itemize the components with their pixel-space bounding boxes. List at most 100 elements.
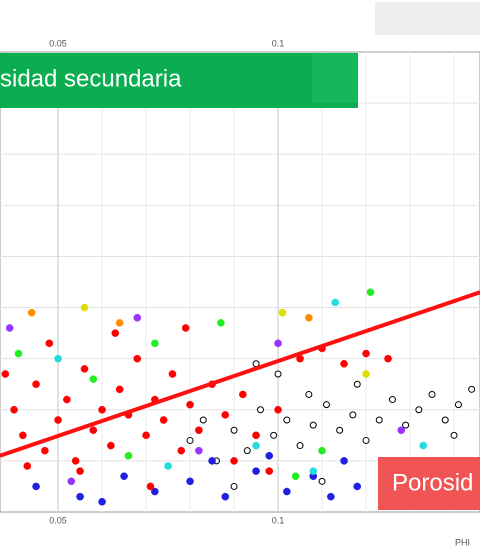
overlay: sidad secundaria Porosid xyxy=(0,53,480,510)
point xyxy=(76,467,84,475)
x-tick-label: 0.05 xyxy=(49,515,67,525)
point xyxy=(5,324,14,332)
point xyxy=(186,436,194,444)
point xyxy=(98,405,106,414)
point xyxy=(450,431,458,439)
point xyxy=(305,313,313,322)
toolbar-area xyxy=(375,2,480,35)
point xyxy=(283,487,291,496)
point xyxy=(115,319,124,327)
point xyxy=(243,447,251,455)
point xyxy=(54,354,62,363)
point xyxy=(415,406,423,414)
point xyxy=(305,390,313,398)
point xyxy=(291,472,300,481)
x-tick-label: 0.1 xyxy=(272,515,285,525)
point xyxy=(41,446,49,455)
point xyxy=(318,477,326,485)
point xyxy=(115,385,124,394)
point xyxy=(186,477,194,486)
point xyxy=(67,477,76,486)
point xyxy=(27,308,36,317)
point xyxy=(10,405,18,414)
point xyxy=(256,406,264,414)
point xyxy=(265,467,274,475)
point xyxy=(265,451,274,460)
point xyxy=(195,446,203,455)
point xyxy=(270,431,278,439)
point xyxy=(19,431,27,440)
marks xyxy=(1,288,476,506)
point xyxy=(375,416,383,424)
point xyxy=(32,380,40,389)
annotation-box xyxy=(378,457,480,510)
point xyxy=(32,482,40,491)
point xyxy=(142,431,150,440)
point xyxy=(107,441,115,450)
point xyxy=(23,462,32,470)
point xyxy=(63,395,71,404)
point xyxy=(230,426,238,434)
point xyxy=(384,354,392,363)
point xyxy=(221,411,230,419)
annotation-box-shade xyxy=(312,53,358,103)
point xyxy=(362,370,370,378)
point xyxy=(89,375,98,383)
point xyxy=(168,370,177,378)
point xyxy=(468,385,476,393)
point xyxy=(124,451,133,460)
point xyxy=(309,421,317,429)
annotation-text: Porosid xyxy=(392,469,473,496)
plot-area xyxy=(0,51,480,513)
annotation-text: sidad secundaria xyxy=(0,65,182,92)
point xyxy=(252,467,260,475)
point xyxy=(278,308,287,317)
point xyxy=(252,431,260,440)
point xyxy=(296,442,304,450)
point xyxy=(309,467,318,475)
point xyxy=(14,349,23,358)
point xyxy=(181,324,190,332)
point xyxy=(397,426,406,435)
point xyxy=(353,380,361,388)
point xyxy=(274,370,282,378)
point xyxy=(80,303,89,312)
point xyxy=(322,401,330,409)
point xyxy=(111,329,120,337)
point xyxy=(120,472,128,481)
x-tick-label: 0.1 xyxy=(272,38,285,48)
point xyxy=(146,482,155,491)
point xyxy=(221,492,230,501)
point xyxy=(45,339,54,348)
point xyxy=(318,446,326,455)
point xyxy=(151,339,159,348)
point xyxy=(402,421,410,429)
point xyxy=(362,349,370,358)
point xyxy=(133,313,142,322)
point xyxy=(419,441,428,450)
point xyxy=(336,426,344,434)
annotation-box xyxy=(0,53,358,108)
point xyxy=(133,354,142,363)
point xyxy=(252,441,260,450)
point xyxy=(151,487,159,496)
point xyxy=(349,411,357,419)
point xyxy=(366,288,375,297)
point xyxy=(362,436,370,444)
point xyxy=(164,462,172,470)
point xyxy=(230,457,238,465)
point xyxy=(274,339,282,348)
point xyxy=(353,482,362,491)
x-axis-label: PHI xyxy=(455,537,470,547)
x-tick-label: 0.05 xyxy=(49,38,67,48)
point xyxy=(159,416,168,424)
point xyxy=(89,426,98,435)
point xyxy=(199,416,207,424)
point xyxy=(80,365,89,373)
point xyxy=(71,457,80,465)
point xyxy=(76,492,84,501)
point xyxy=(340,359,348,368)
point xyxy=(208,457,216,465)
point xyxy=(340,457,348,465)
